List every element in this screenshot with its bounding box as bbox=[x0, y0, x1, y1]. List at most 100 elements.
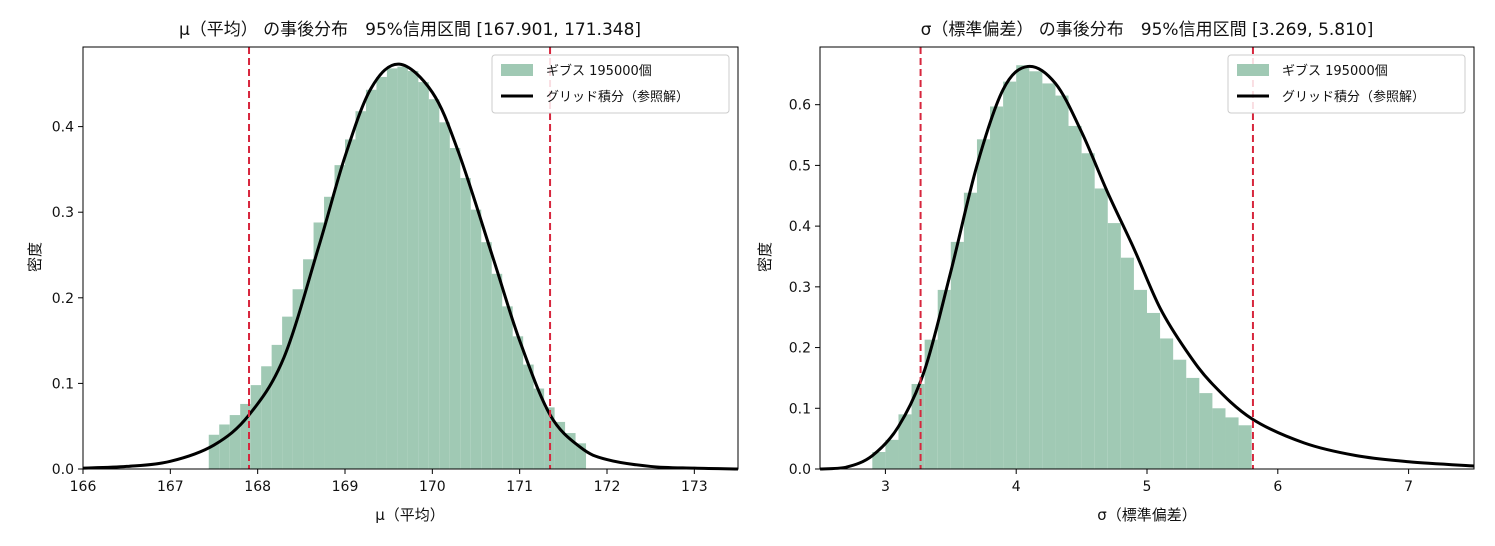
mu-histogram-bar bbox=[470, 209, 482, 470]
sigma-histogram-bar bbox=[1055, 95, 1069, 470]
sigma-plot-area: 3 4 5 6 7 0.0 0.1 0.2 0.3 0.4 0.5 0.6 ギブス 195000個グリッ… bbox=[789, 46, 1475, 495]
mu-x-tick-label: 166 bbox=[70, 479, 97, 495]
sigma-histogram-bar bbox=[950, 241, 964, 469]
mu-histogram-bar bbox=[219, 424, 230, 469]
sigma-histogram-bar bbox=[1029, 71, 1043, 469]
mu-histogram-bar bbox=[502, 306, 513, 469]
sigma-x-tick-label: 7 bbox=[1404, 479, 1413, 495]
mu-histogram-bar bbox=[208, 434, 220, 469]
mu-legend-box bbox=[491, 54, 730, 114]
mu-y-tick-label: 0.1 bbox=[52, 376, 74, 392]
mu-x-tick-label: 167 bbox=[157, 479, 184, 495]
mu-x-tick-label: 173 bbox=[681, 479, 708, 495]
mu-x-tick-label: 169 bbox=[332, 479, 359, 495]
mu-histogram-bar bbox=[334, 165, 345, 469]
mu-plot-area: 166 167 168 169 170 171 172 173 0.0 0.1 0.2 0.3 0.4 ギ… bbox=[52, 46, 739, 495]
sigma-y-tick-label: 0.3 bbox=[789, 280, 811, 296]
sigma-histogram-bar bbox=[1107, 223, 1121, 469]
sigma-legend-box bbox=[1227, 54, 1466, 114]
sigma-histogram-bar bbox=[1225, 417, 1239, 469]
sigma-histogram-bar bbox=[1133, 289, 1147, 469]
mu-histogram-bar bbox=[449, 148, 461, 469]
mu-histogram-bar bbox=[376, 76, 387, 469]
mu-histogram-bar bbox=[240, 403, 251, 469]
sigma-y-tick-label: 0.0 bbox=[789, 462, 811, 478]
sigma-histogram-bar bbox=[924, 339, 938, 469]
sigma-legend-curve-label: グリッド積分（参照解） bbox=[1282, 89, 1425, 105]
mu-histogram-bar bbox=[491, 273, 503, 469]
sigma-histogram-bar bbox=[937, 289, 951, 469]
sigma-panel: σ（標準偏差） の事後分布 95%信用区間 [3.269, 5.810] σ（標… bbox=[756, 20, 1373, 524]
mu-legend-curve-label: グリッド積分（参照解） bbox=[546, 89, 689, 105]
mu-histogram-bar bbox=[407, 70, 419, 470]
mu-x-tick-label: 168 bbox=[244, 479, 271, 495]
mu-histogram-bar bbox=[418, 82, 429, 469]
sigma-histogram-bar bbox=[1160, 338, 1174, 469]
sigma-legend-histogram-label: ギブス 195000個 bbox=[1282, 63, 1388, 79]
sigma-histogram-bar bbox=[976, 139, 991, 469]
sigma-histogram-bar bbox=[1081, 153, 1095, 470]
mu-histogram-bar bbox=[428, 99, 440, 469]
sigma-histogram-bar bbox=[898, 414, 912, 469]
mu-chart-title: μ（平均） の事後分布 95%信用区間 [167.901, 171.348] bbox=[179, 20, 641, 40]
mu-histogram-bar bbox=[261, 366, 272, 469]
mu-histogram-bar bbox=[481, 242, 492, 469]
mu-axes-frame bbox=[82, 46, 739, 470]
mu-reference-curve bbox=[82, 62, 739, 471]
mu-y-tick-label: 0.2 bbox=[52, 291, 74, 307]
sigma-chart-title: σ（標準偏差） の事後分布 95%信用区間 [3.269, 5.810] bbox=[921, 20, 1374, 40]
sigma-histogram-bar bbox=[872, 451, 886, 469]
sigma-y-axis-label: 密度 bbox=[756, 242, 774, 272]
mu-histogram-bar bbox=[523, 364, 534, 469]
sigma-x-axis-label: σ（標準偏差） bbox=[1097, 506, 1197, 524]
sigma-histogram bbox=[872, 65, 1252, 470]
mu-histogram-bar bbox=[554, 421, 566, 469]
mu-histogram-bar bbox=[313, 222, 325, 469]
mu-histogram-bar bbox=[397, 66, 408, 470]
mu-histogram-bar bbox=[229, 415, 241, 469]
mu-histogram-bar bbox=[575, 443, 587, 469]
sigma-x-tick-label: 4 bbox=[1012, 479, 1021, 495]
sigma-y-tick-label: 0.6 bbox=[789, 98, 811, 114]
mu-histogram bbox=[208, 66, 587, 470]
sigma-histogram-bar bbox=[1199, 393, 1213, 469]
mu-histogram-bar bbox=[533, 388, 545, 469]
mu-histogram-bar bbox=[250, 385, 262, 469]
mu-x-tick-label: 172 bbox=[594, 479, 621, 495]
sigma-y-tick-label: 0.1 bbox=[789, 401, 811, 417]
mu-x-tick-label: 171 bbox=[506, 479, 533, 495]
mu-histogram-bar bbox=[565, 433, 576, 469]
mu-histogram-bar bbox=[439, 122, 450, 469]
mu-panel: μ（平均） の事後分布 95%信用区間 [167.901, 171.348] μ… bbox=[26, 20, 641, 524]
sigma-histogram-bar bbox=[1120, 257, 1134, 469]
mu-y-axis-label: 密度 bbox=[26, 242, 44, 272]
mu-x-tick-label: 170 bbox=[419, 479, 446, 495]
sigma-histogram-bar bbox=[1094, 188, 1108, 469]
sigma-histogram-bar bbox=[1238, 425, 1252, 469]
mu-histogram-bar bbox=[460, 177, 471, 469]
sigma-histogram-bar bbox=[1042, 83, 1056, 470]
sigma-histogram-bar bbox=[1186, 377, 1200, 469]
sigma-reference-curve bbox=[819, 64, 1475, 471]
mu-legend-histogram-label: ギブス 195000個 bbox=[546, 63, 652, 79]
mu-x-axis-label: μ（平均） bbox=[375, 506, 445, 524]
mu-y-tick-label: 0.4 bbox=[52, 120, 74, 136]
sigma-x-tick-label: 6 bbox=[1273, 479, 1282, 495]
sigma-histogram-bar bbox=[885, 439, 899, 469]
sigma-histogram-bar bbox=[990, 106, 1004, 469]
sigma-y-tick-label: 0.4 bbox=[789, 219, 811, 235]
sigma-histogram-bar bbox=[1003, 81, 1017, 469]
mu-histogram-bar bbox=[303, 259, 314, 469]
mu-histogram-bar bbox=[512, 336, 524, 469]
sigma-histogram-bar bbox=[1212, 408, 1226, 469]
mu-histogram-bar bbox=[345, 139, 356, 470]
sigma-histogram-bar bbox=[1173, 359, 1187, 469]
mu-y-tick-label: 0.3 bbox=[52, 205, 74, 221]
mu-histogram-bar bbox=[365, 89, 377, 469]
mu-y-tick-label: 0.0 bbox=[52, 462, 74, 478]
mu-histogram-bar bbox=[386, 68, 398, 469]
sigma-x-tick-label: 3 bbox=[881, 479, 890, 495]
